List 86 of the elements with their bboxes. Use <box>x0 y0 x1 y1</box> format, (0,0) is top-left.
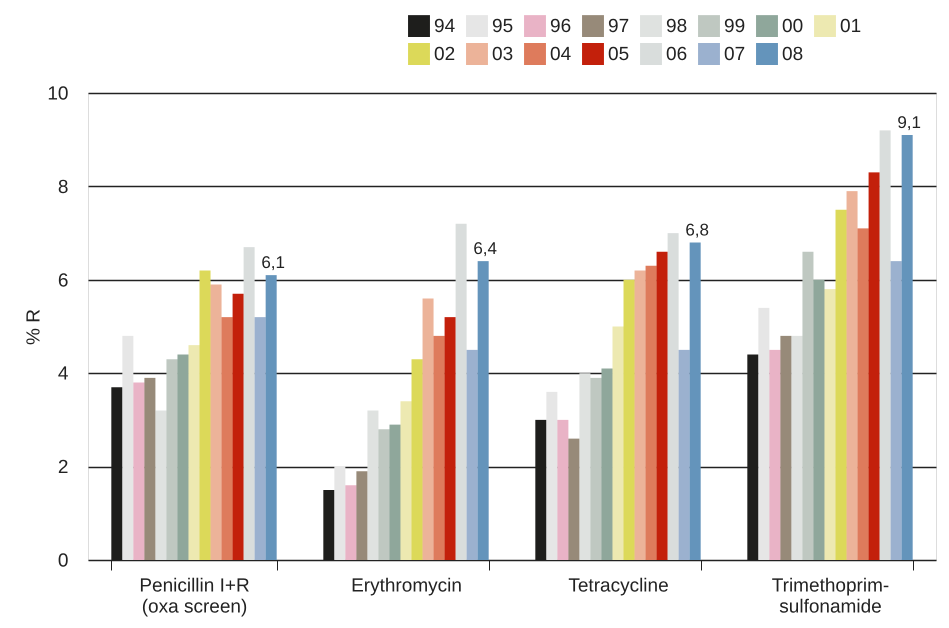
bar <box>802 252 814 560</box>
bar <box>155 410 166 560</box>
bar <box>890 261 902 560</box>
bar <box>646 266 657 560</box>
bar <box>824 289 836 560</box>
bar <box>634 270 646 560</box>
bar <box>880 130 891 560</box>
legend-label: 03 <box>492 44 514 65</box>
bar <box>188 345 200 560</box>
bar <box>232 294 244 560</box>
bar <box>378 429 390 560</box>
bar <box>813 280 824 560</box>
bar <box>244 247 255 560</box>
bar <box>836 210 847 560</box>
bar <box>266 275 277 560</box>
x-tick-label: Tetracycline <box>568 576 669 596</box>
legend-label: 97 <box>608 16 630 38</box>
bar <box>400 401 412 560</box>
legend-label: 05 <box>608 44 630 65</box>
y-tick-label: 6 <box>58 270 68 292</box>
bar <box>656 252 668 560</box>
bar <box>546 392 558 560</box>
bar <box>624 280 635 560</box>
y-tick-label: 10 <box>47 84 68 104</box>
bar <box>601 368 612 560</box>
bar <box>780 336 792 560</box>
bar <box>422 298 434 560</box>
bar <box>478 261 489 560</box>
bar <box>166 359 178 560</box>
data-label: 6,8 <box>685 220 709 240</box>
x-tick-label: Trimethoprim- sulfonamide <box>772 576 890 618</box>
bar <box>902 135 913 560</box>
bar <box>758 308 770 560</box>
y-axis-title: % R <box>23 309 44 345</box>
bar <box>858 228 869 560</box>
bar <box>222 317 233 560</box>
bar <box>444 317 456 560</box>
bar <box>122 336 134 560</box>
bar <box>345 485 356 560</box>
bar <box>389 424 400 560</box>
legend-label: 06 <box>666 44 688 65</box>
legend-label: 07 <box>724 44 746 65</box>
legend-label: 02 <box>434 44 456 65</box>
legend-label: 96 <box>550 16 572 38</box>
bar <box>200 270 211 560</box>
bar <box>668 233 679 560</box>
bar <box>678 350 690 560</box>
x-tick-label: Erythromycin <box>351 576 462 596</box>
bar <box>334 466 346 560</box>
bar <box>568 438 580 560</box>
bar <box>356 471 368 560</box>
y-tick-label: 2 <box>58 457 68 478</box>
bar <box>456 224 467 560</box>
bar <box>367 410 378 560</box>
bar <box>177 354 188 560</box>
bar <box>690 242 701 560</box>
bar <box>434 336 445 560</box>
bar <box>412 359 423 560</box>
legend-label: 98 <box>666 16 688 38</box>
bar <box>612 326 624 560</box>
legend-label: 95 <box>492 16 514 38</box>
bar <box>579 373 590 560</box>
bar <box>210 284 222 560</box>
bar <box>769 350 780 560</box>
y-tick-label: 8 <box>58 176 68 198</box>
data-label: 6,1 <box>261 253 285 272</box>
x-tick-label: Penicillin I+R (oxa screen) <box>139 576 250 618</box>
data-label: 6,4 <box>473 239 497 258</box>
legend-label: 00 <box>782 16 804 38</box>
bar <box>144 378 156 560</box>
legend-label: 01 <box>840 16 862 38</box>
legend-label: 08 <box>782 44 804 65</box>
bar <box>133 382 144 560</box>
bar <box>254 317 266 560</box>
legend-label: 99 <box>724 16 746 38</box>
bar <box>466 350 478 560</box>
bar <box>868 172 880 560</box>
legend-label: 04 <box>550 44 572 65</box>
bar <box>846 191 858 560</box>
bar <box>590 378 602 560</box>
y-tick-label: 4 <box>58 364 69 385</box>
bar <box>791 336 802 560</box>
legend-label: 94 <box>434 16 456 38</box>
y-tick-label: 0 <box>58 550 68 572</box>
data-label: 9,1 <box>897 113 921 132</box>
bar <box>557 420 568 560</box>
